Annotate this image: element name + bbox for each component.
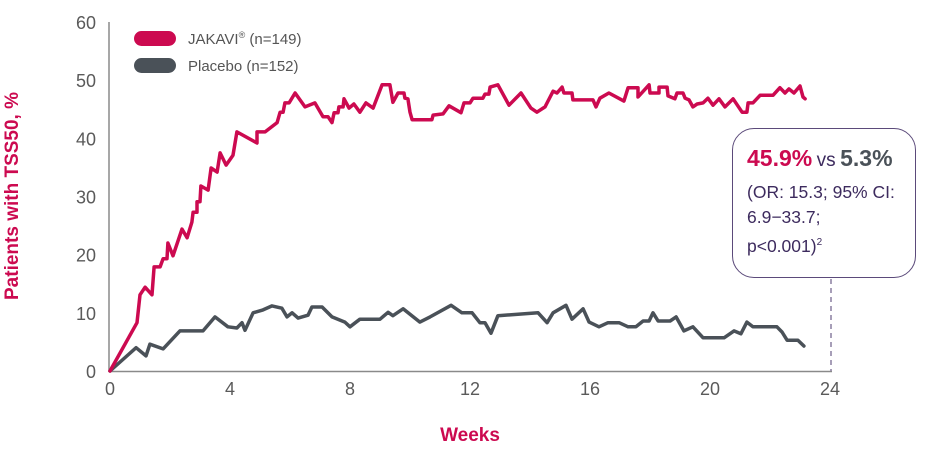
series-line-placebo (108, 303, 806, 373)
y-tick-label: 10 (76, 304, 96, 324)
x-tick-label: 12 (460, 379, 480, 399)
y-tick-label: 20 (76, 246, 96, 266)
legend-swatch-jakavi (134, 31, 176, 46)
x-tick-label: 8 (345, 379, 355, 399)
legend-swatch-placebo (134, 58, 176, 73)
stats-line-2: 6.9−33.7; (747, 207, 821, 227)
x-axis-title: Weeks (440, 425, 500, 446)
y-tick-label: 30 (76, 188, 96, 208)
y-tick-label: 0 (86, 362, 96, 382)
y-axis-title: Patients with TSS50, % (2, 92, 23, 300)
stats-line-1: (OR: 15.3; 95% CI: (747, 182, 895, 202)
x-tick-label: 4 (225, 379, 235, 399)
footnote-ref: 2 (816, 237, 823, 248)
x-tick-label: 20 (700, 379, 720, 399)
legend-label-placebo: Placebo (n=152) (188, 58, 299, 75)
y-tick-label: 50 (76, 71, 96, 91)
legend-label-jakavi: JAKAVI® (n=149) (188, 30, 302, 48)
result-callout: 45.9% vs 5.3% (OR: 15.3; 95% CI: 6.9−33.… (732, 128, 916, 278)
stats-text: (OR: 15.3; 95% CI: 6.9−33.7; p<0.001)2 (747, 180, 901, 259)
series-line-jakavi (108, 83, 807, 373)
y-tick-label: 40 (76, 129, 96, 149)
x-tick-label: 24 (820, 379, 840, 399)
placebo-result: 5.3% (840, 145, 893, 171)
jakavi-result: 45.9% (747, 145, 813, 171)
x-tick-label: 0 (105, 379, 115, 399)
stats-line-3: p<0.001)2 (747, 235, 823, 256)
x-tick-label: 16 (580, 379, 600, 399)
vs-label: vs (816, 150, 836, 171)
legend: JAKAVI® (n=149) Placebo (n=152) (134, 30, 302, 75)
y-tick-label: 60 (76, 13, 96, 33)
